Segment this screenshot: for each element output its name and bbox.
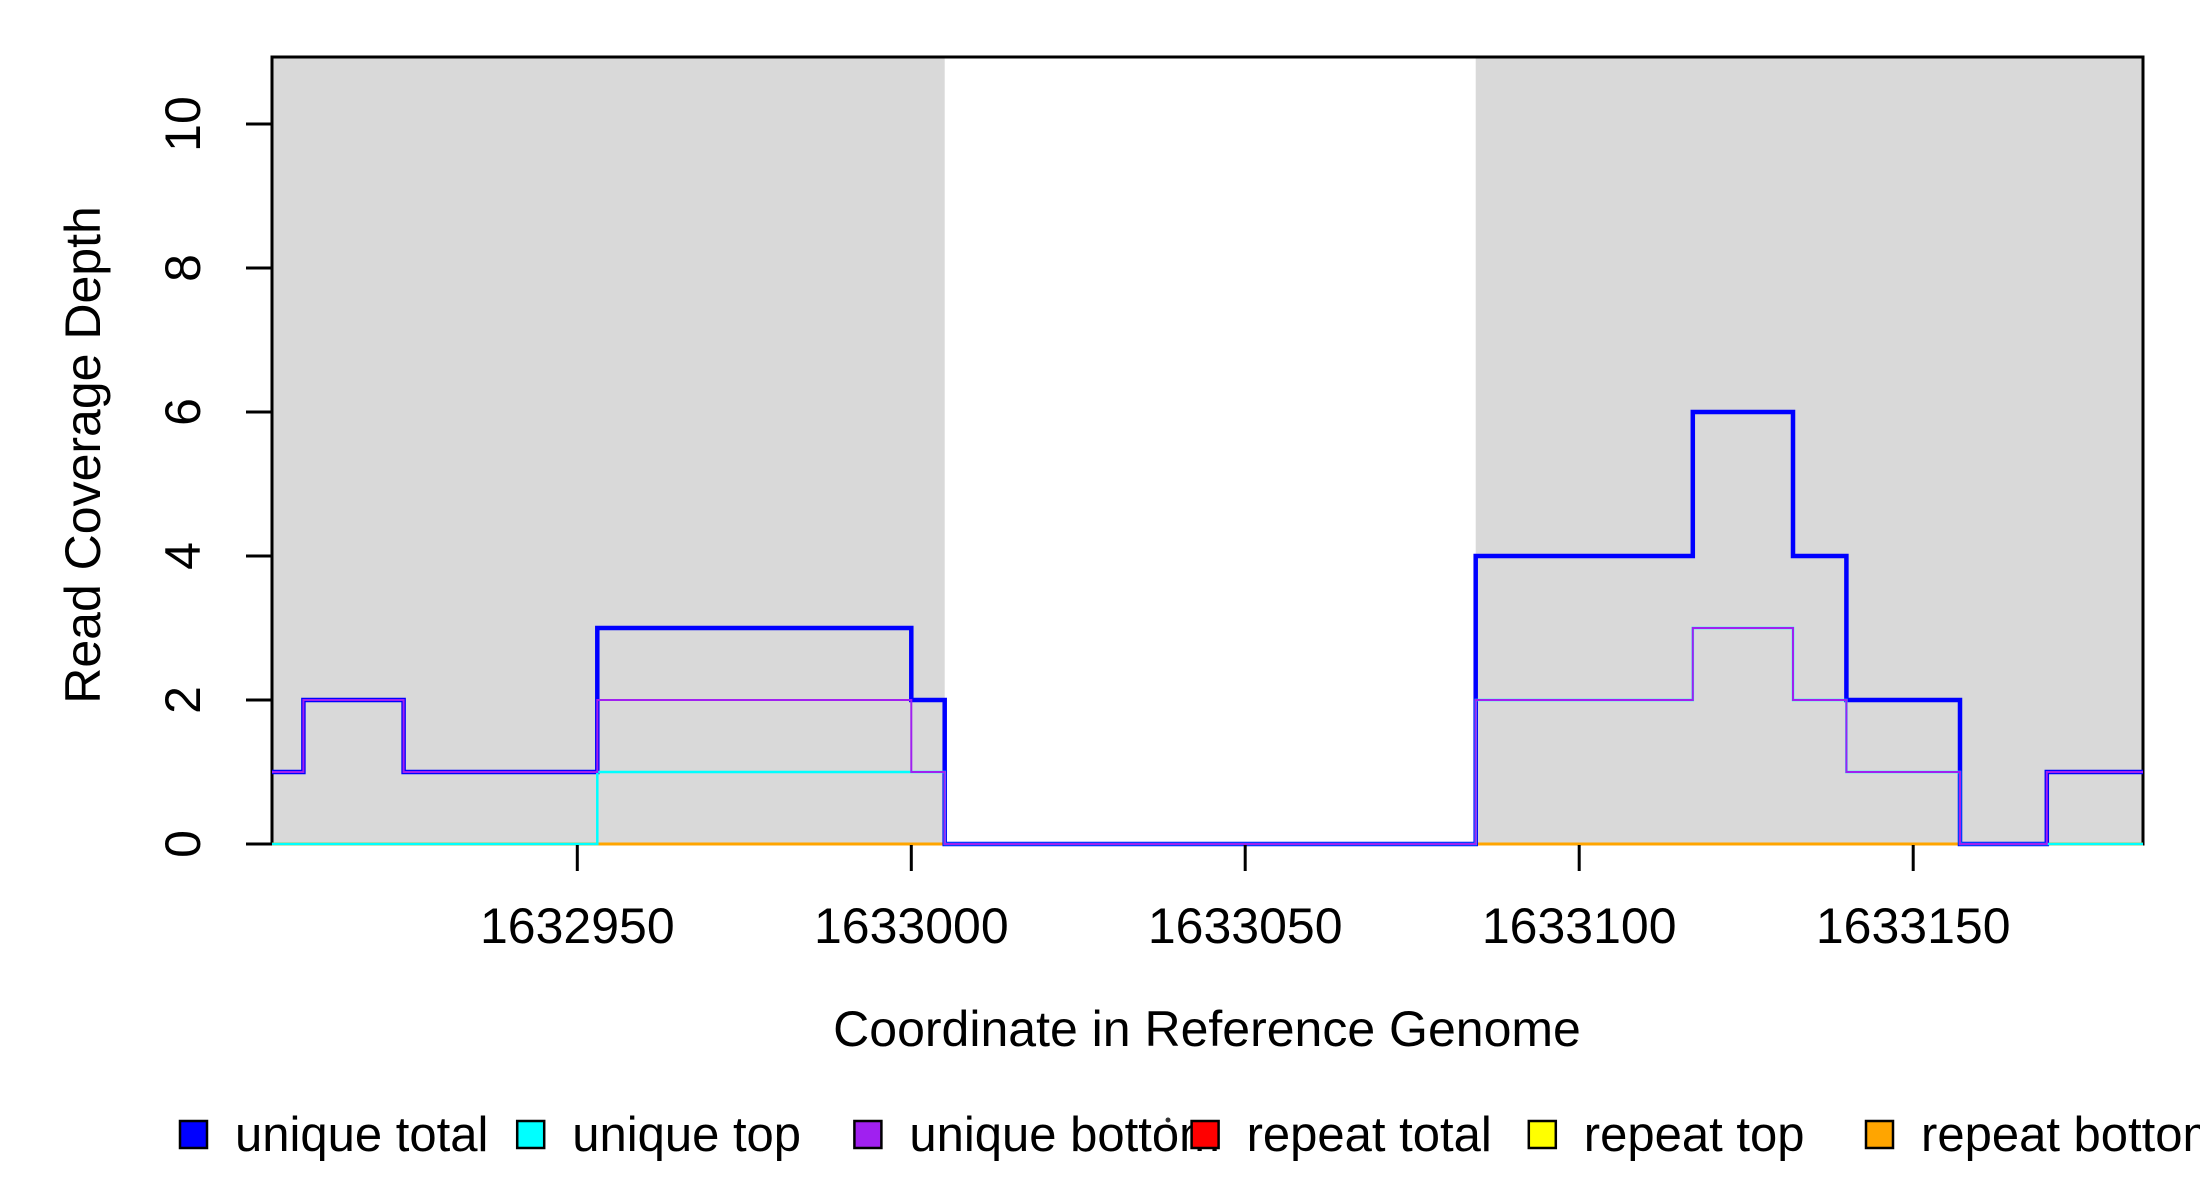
legend-swatch-repeat-bottom	[1864, 1119, 1895, 1150]
legend-label-repeat-total: repeat total	[1247, 1108, 1492, 1162]
legend-label-unique-top: unique top	[572, 1108, 801, 1162]
x-tick-label: 1633050	[1148, 898, 1343, 954]
y-tick-label: 10	[155, 96, 211, 152]
y-tick-label: 6	[155, 398, 211, 426]
y-tick-label: 0	[155, 830, 211, 858]
y-axis-title: Read Coverage Depth	[55, 206, 111, 704]
y-tick-label: 2	[155, 686, 211, 714]
legend-label-unique-bottom: unique bottom	[909, 1108, 1220, 1162]
legend-label-unique-total: unique total	[235, 1108, 488, 1162]
legend-swatch-repeat-total	[1190, 1119, 1220, 1150]
legend-swatch-repeat-top	[1527, 1119, 1558, 1150]
legend-swatch-unique-bottom	[853, 1119, 883, 1150]
repeat-region-right	[1475, 57, 2143, 844]
x-tick-label: 1633150	[1816, 898, 2011, 954]
shaded-regions-layer	[272, 57, 2143, 844]
repeat-region-left	[272, 57, 945, 844]
x-tick-label: 1633100	[1482, 898, 1677, 954]
legend-label-repeat-top: repeat top	[1584, 1108, 1805, 1162]
series-layer	[272, 409, 2143, 847]
series-unique-bottom	[272, 627, 2143, 845]
legend-swatch-unique-total	[178, 1119, 209, 1150]
stray-dot	[1165, 1117, 1171, 1123]
y-tick-label: 4	[155, 542, 211, 570]
x-tick-label: 1632950	[480, 898, 675, 954]
legend-swatch-unique-top	[515, 1119, 546, 1150]
legend-label-repeat-bottom: repeat bottom	[1921, 1108, 2200, 1162]
axis-ticks-layer: 1632950 1633000 1633050 1633100 1633150 0 2 4 6 8…	[155, 96, 2011, 954]
x-tick-label: 1633000	[814, 898, 1009, 954]
y-tick-label: 8	[155, 254, 211, 282]
legend: unique total unique top unique bottom repea…	[178, 1108, 2200, 1162]
x-axis-title: Coordinate in Reference Genome	[833, 1001, 1581, 1057]
